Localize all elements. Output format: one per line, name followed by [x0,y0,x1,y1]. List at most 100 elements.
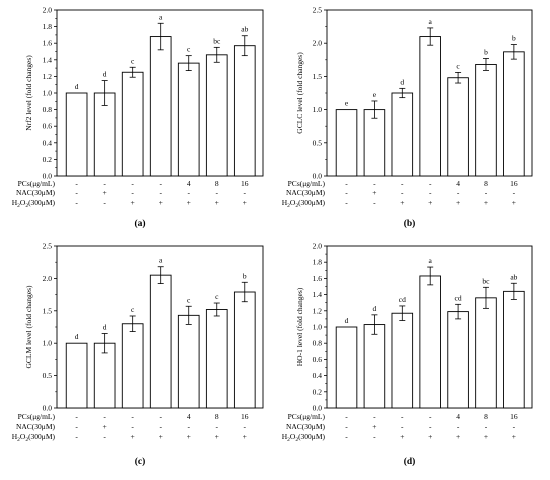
significance-letter: bc [213,36,221,45]
significance-letter: b [243,271,247,280]
y-tick-label: 1.0 [43,89,53,98]
condition-row-label: H2O2(300μM) [12,432,56,443]
condition-value: + [215,198,219,207]
condition-value: - [429,422,432,431]
condition-label-part: 2 [17,437,20,443]
condition-value: + [484,432,488,441]
condition-row-label: H2O2(300μM) [12,198,56,209]
condition-label-part: O [20,432,26,441]
significance-letter: d [373,304,377,313]
condition-label-part: 2 [287,203,290,209]
condition-value: + [372,188,376,197]
significance-letter: d [75,332,79,341]
bar [419,275,441,409]
condition-value: - [131,412,134,421]
panel-label: (b) [404,218,416,229]
y-tick-label: 1.2 [43,72,53,81]
chart-panel-3: 0.0 0.5 1.0 1.5 2.0 2.5 GCLM level (fold chang… [12,242,264,467]
condition-value: - [345,179,348,188]
condition-value: 4 [187,412,191,421]
condition-label-part: (300μM) [28,432,55,441]
condition-label-part: (300μM) [28,198,55,207]
y-tick-label: 2.0 [43,6,53,15]
y-tick-label: 2.0 [313,242,323,251]
condition-label-part: H [12,198,18,207]
significance-letter: d [400,77,404,86]
condition-row-label: PCs(μg/mL) [288,179,326,188]
condition-value: + [243,198,247,207]
condition-value: - [103,198,106,207]
significance-letter: ab [241,25,248,34]
condition-value: - [187,422,190,431]
y-tick-label: 2.5 [43,242,53,251]
condition-row-label: NAC(30μM) [16,188,56,197]
condition-value: - [457,422,460,431]
condition-value: - [216,188,219,197]
significance-letter: c [215,292,219,301]
bar [233,291,256,409]
y-tick-label: 1.8 [43,22,53,31]
y-tick-label: 1.5 [313,72,323,81]
bar [149,274,172,409]
condition-value: - [187,188,190,197]
condition-value: + [428,432,432,441]
condition-value: - [429,412,432,421]
condition-value: - [401,188,404,197]
significance-letter: a [429,17,433,26]
condition-value: 16 [241,412,249,421]
y-tick-label: 1.8 [313,258,323,267]
panel-label: (c) [135,456,146,467]
bar [233,45,256,177]
condition-value: 8 [484,179,488,188]
condition-label-part: 2 [287,437,290,443]
bar [475,63,497,177]
condition-value: + [484,198,488,207]
condition-value: + [187,198,191,207]
y-tick-label: 0.8 [43,105,53,114]
condition-label-part: H [12,432,18,441]
panel-label: (a) [134,218,145,229]
significance-letter: cd [399,295,406,304]
condition-value: - [345,422,348,431]
significance-letter: c [456,61,460,70]
condition-value: - [485,422,488,431]
y-tick-label: 0.5 [43,371,53,380]
condition-value: - [131,188,134,197]
y-axis-label: HO-1 level (fold changes) [295,287,304,366]
condition-value: - [345,432,348,441]
condition-value: + [159,198,163,207]
condition-label-part: H [282,198,288,207]
condition-value: + [400,198,404,207]
condition-value: - [131,179,134,188]
y-tick-label: 0.0 [313,172,323,181]
condition-value: 4 [187,179,191,188]
condition-value: - [75,432,78,441]
condition-value: + [187,432,191,441]
condition-label-part: O [290,432,296,441]
significance-letter: c [187,295,191,304]
bar [65,342,88,409]
condition-value: + [512,198,516,207]
condition-value: - [159,422,162,431]
condition-value: + [159,432,163,441]
condition-value: 8 [215,412,219,421]
condition-value: - [244,422,247,431]
y-tick-label: 0.0 [43,404,53,413]
bar [335,326,358,409]
condition-value: - [216,422,219,431]
condition-value: - [513,188,516,197]
significance-letter: c [131,56,135,65]
condition-value: + [512,432,516,441]
condition-label-part: 2 [295,437,298,443]
y-tick-label: 1.4 [43,55,53,64]
y-tick-label: 2.0 [43,274,53,283]
y-tick-label: 0.4 [43,138,53,147]
bar [391,312,414,409]
y-tick-label: 0.0 [313,404,323,413]
condition-value: + [456,198,460,207]
condition-value: 16 [510,179,518,188]
significance-letter: c [187,45,191,54]
y-tick-label: 1.2 [313,306,323,315]
